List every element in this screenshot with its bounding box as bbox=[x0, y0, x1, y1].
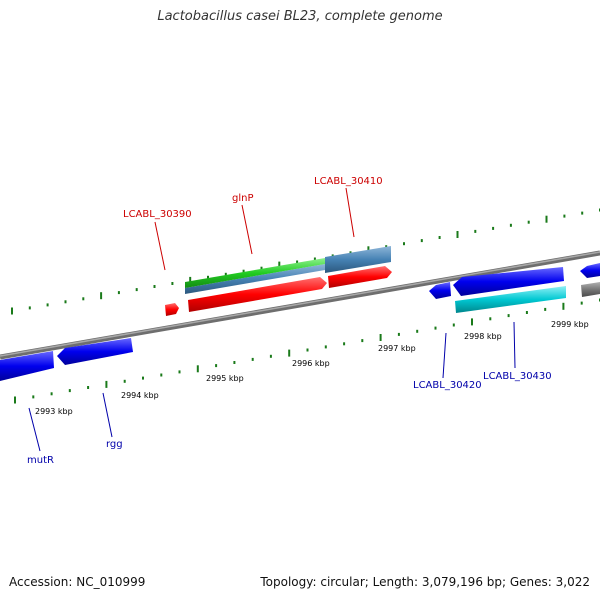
gene-label-lcabl-30410[interactable]: LCABL_30410 bbox=[314, 176, 383, 187]
gene-label-lcabl-30390[interactable]: LCABL_30390 bbox=[123, 209, 192, 220]
gene-feature-right-edge-gray bbox=[581, 282, 600, 297]
lower-tick-track bbox=[14, 298, 600, 404]
scale-label-2994: 2994 kbp bbox=[121, 391, 159, 400]
accession-text: Accession: NC_010999 bbox=[9, 575, 146, 589]
gene-arrow-rgg[interactable] bbox=[57, 338, 133, 365]
gene-arrow-lcabl-30420[interactable] bbox=[453, 267, 564, 296]
gene-arrow-right-edge[interactable] bbox=[580, 263, 600, 278]
leader-line-lcabl-30390 bbox=[154, 221, 166, 271]
leader-line-rgg bbox=[102, 392, 113, 438]
gene-feature-lcabl-30410-steel bbox=[325, 246, 391, 273]
scale-label-2998: 2998 kbp bbox=[464, 332, 502, 341]
leader-line-lcabl-30420 bbox=[442, 332, 447, 379]
leader-line-lcabl-30410 bbox=[345, 187, 355, 238]
gene-feature-glnp-steel bbox=[185, 264, 325, 294]
leader-line-glnp bbox=[241, 204, 253, 255]
gene-arrow-mutr[interactable] bbox=[0, 351, 54, 381]
gene-arrow-glnp[interactable] bbox=[188, 277, 327, 312]
scale-label-2993: 2993 kbp bbox=[35, 407, 73, 416]
gene-label-mutr[interactable]: mutR bbox=[27, 455, 54, 466]
genome-axis-highlight bbox=[0, 251, 600, 357]
leader-line-mutr bbox=[28, 407, 41, 452]
genome-summary-text: Topology: circular; Length: 3,079,196 bp… bbox=[260, 575, 590, 589]
gene-feature-glnp-green bbox=[185, 258, 325, 288]
gene-feature-lcabl-30430[interactable] bbox=[455, 286, 566, 313]
scale-label-2997: 2997 kbp bbox=[378, 344, 416, 353]
gene-arrow-lcabl-30390[interactable] bbox=[165, 303, 179, 316]
scale-label-2996: 2996 kbp bbox=[292, 359, 330, 368]
gene-label-lcabl-30420[interactable]: LCABL_30420 bbox=[413, 380, 482, 391]
gene-label-rgg[interactable]: rgg bbox=[106, 439, 123, 450]
leader-line-lcabl-30430 bbox=[513, 321, 516, 369]
gene-arrow-lcabl-30420-small[interactable] bbox=[429, 282, 451, 299]
scale-label-2999: 2999 kbp bbox=[551, 320, 589, 329]
genome-axis bbox=[0, 250, 600, 360]
scale-label-2995: 2995 kbp bbox=[206, 374, 244, 383]
genome-title: Lactobacillus casei BL23, complete genom… bbox=[157, 9, 443, 24]
gene-label-glnp[interactable]: glnP bbox=[232, 193, 254, 204]
gene-label-lcabl-30430[interactable]: LCABL_30430 bbox=[483, 371, 552, 382]
gene-arrow-lcabl-30410[interactable] bbox=[328, 266, 392, 288]
